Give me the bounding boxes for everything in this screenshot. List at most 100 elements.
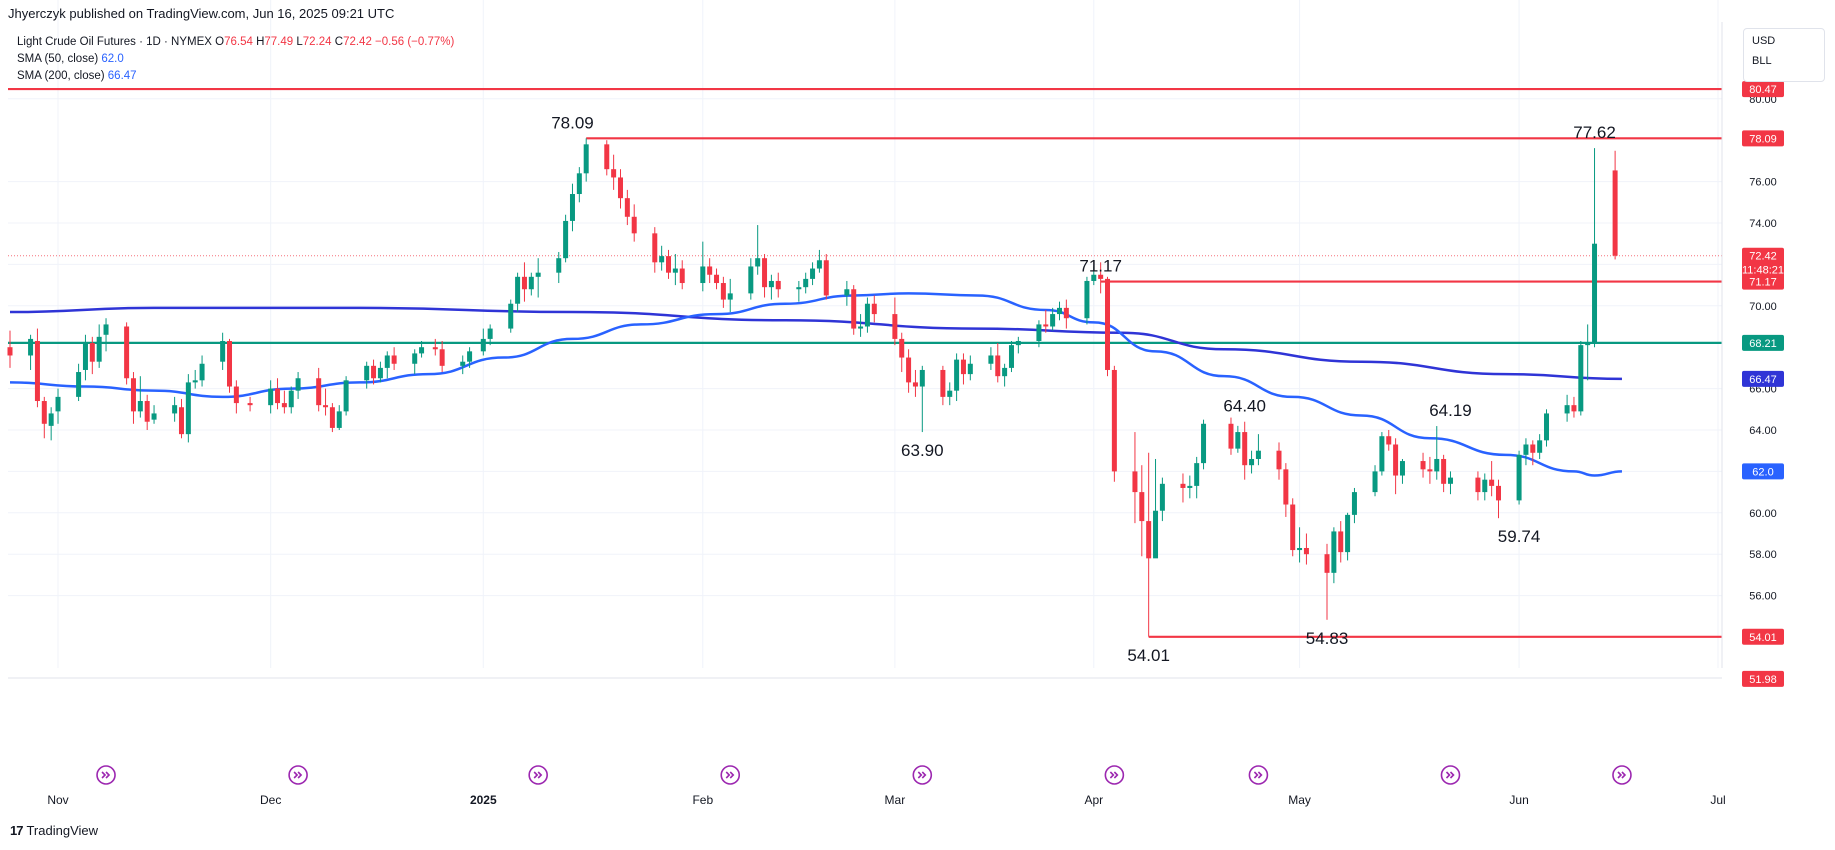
candle-body: [528, 276, 534, 290]
candle-body: [1592, 243, 1598, 344]
candle: [96, 324, 102, 368]
candle: [1578, 340, 1584, 416]
candle-body: [1050, 314, 1056, 327]
x-tick-label: Jun: [1509, 793, 1528, 807]
candle-body: [316, 378, 322, 406]
candle-body: [1351, 492, 1357, 515]
candle: [1043, 309, 1049, 333]
candle: [268, 380, 274, 414]
candle-body: [439, 349, 445, 366]
candle-body: [130, 378, 136, 412]
candle: [1187, 475, 1193, 499]
candle: [1002, 363, 1008, 387]
candle-body: [569, 194, 575, 221]
candle-body: [137, 401, 143, 412]
event-marker-icon[interactable]: [720, 765, 741, 785]
event-marker-icon[interactable]: [288, 765, 308, 785]
y-tick-label: 58.00: [1749, 549, 1777, 561]
level-lines: [8, 87, 1722, 638]
sma200-line[interactable]: SMA (200, close) 66.47: [17, 68, 454, 85]
candle: [1194, 456, 1200, 499]
sma50-line[interactable]: SMA (50, close) 62.0: [17, 51, 454, 68]
chart-legend[interactable]: Light Crude Oil Futures · 1D · NYMEX O76…: [17, 34, 454, 85]
candle: [727, 278, 733, 313]
candle: [988, 347, 994, 370]
candle-body: [960, 359, 966, 375]
candle-body: [796, 287, 802, 290]
candle-body: [1372, 471, 1378, 493]
candle: [1063, 299, 1069, 329]
candle-body: [707, 266, 713, 275]
candle: [864, 297, 870, 333]
candle-body: [247, 403, 253, 406]
candle: [1056, 301, 1062, 321]
candle-body: [515, 276, 521, 304]
candle-body: [954, 359, 960, 391]
candle-body: [666, 256, 672, 273]
x-tick-label: Feb: [692, 793, 713, 807]
sma200-line: [9, 306, 1622, 381]
candle: [343, 376, 349, 416]
symbol-line[interactable]: Light Crude Oil Futures · 1D · NYMEX O76…: [17, 34, 454, 51]
candle-body: [816, 260, 822, 269]
currency-label[interactable]: USD: [1752, 35, 1776, 47]
candle: [604, 140, 610, 176]
price-tag: 68.21: [1742, 334, 1784, 351]
candle: [508, 299, 514, 333]
candle-body: [1084, 280, 1090, 319]
candle-body: [720, 283, 726, 300]
event-marker-icon[interactable]: [528, 765, 548, 785]
candle: [1139, 465, 1145, 557]
close-label: C: [334, 36, 344, 48]
candle: [919, 365, 925, 433]
candle: [1290, 498, 1296, 557]
candle-body: [487, 328, 493, 339]
candle: [535, 258, 541, 298]
candle-body: [700, 266, 706, 284]
candle-body: [144, 401, 150, 422]
candle: [659, 245, 665, 271]
candle-body: [432, 347, 438, 350]
candle-body: [967, 363, 973, 375]
event-marker-icon[interactable]: [1104, 765, 1125, 785]
currency-unit-selector[interactable]: USD BLL: [1743, 28, 1825, 82]
sma200-value: 66.47: [107, 70, 137, 82]
candle: [82, 334, 88, 381]
event-marker-icon[interactable]: [1248, 765, 1269, 785]
candle: [336, 405, 342, 430]
candle-body: [1056, 307, 1062, 315]
tradingview-brand[interactable]: 17 TradingView: [10, 823, 98, 838]
candle: [323, 388, 329, 416]
candle: [1105, 276, 1111, 377]
event-marker-icon[interactable]: [96, 765, 116, 785]
event-marker-icon[interactable]: [912, 765, 933, 785]
candle-body: [364, 365, 370, 381]
candle-body: [1249, 458, 1255, 466]
candle: [1008, 340, 1014, 373]
candle: [1297, 527, 1303, 563]
low-label: L: [296, 36, 303, 48]
close-value: 72.42: [343, 36, 372, 48]
candle-body: [556, 258, 562, 273]
event-marker-icon[interactable]: [1612, 765, 1632, 785]
price-annotation: 59.74: [1498, 527, 1541, 546]
candle: [563, 214, 569, 263]
candle-body: [1015, 340, 1021, 346]
y-tick-label: 64.00: [1749, 425, 1777, 437]
candle-body: [1105, 278, 1111, 370]
y-tick-label: 76.00: [1749, 177, 1777, 189]
candle: [371, 359, 377, 385]
price-tag-bg: [1742, 247, 1784, 278]
candle-body: [41, 401, 47, 424]
candle: [377, 361, 383, 383]
event-markers[interactable]: [96, 765, 1632, 785]
price-annotations: 78.09 63.90 71.17 54.01 64.40 54.83 64.19 59.74…: [551, 113, 1616, 664]
price-tag-bg: [1742, 81, 1784, 98]
candle: [1084, 276, 1090, 325]
candle-body: [899, 338, 905, 358]
unit-label[interactable]: BLL: [1752, 55, 1772, 67]
event-marker-icon[interactable]: [1440, 765, 1461, 785]
candle-body: [89, 343, 95, 362]
event-chevron: [1109, 771, 1119, 779]
